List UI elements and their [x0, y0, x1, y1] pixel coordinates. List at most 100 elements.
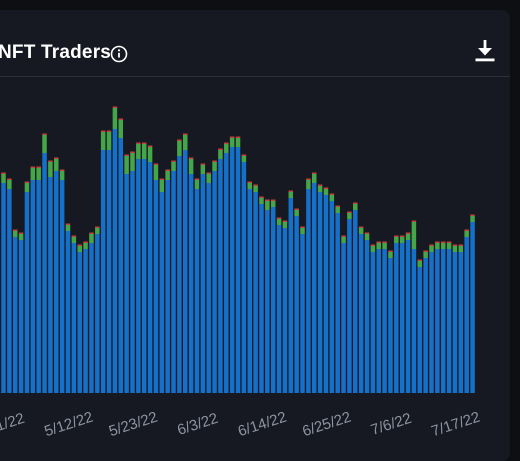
- bar-segment[interactable]: [18, 240, 24, 393]
- bar-segment[interactable]: [364, 234, 370, 240]
- bar-segment[interactable]: [399, 243, 405, 393]
- bar-segment[interactable]: [65, 231, 71, 393]
- bar-segment[interactable]: [229, 138, 235, 147]
- bar-segment[interactable]: [347, 219, 352, 393]
- bar-segment[interactable]: [376, 249, 381, 393]
- bar-segment[interactable]: [136, 142, 141, 145]
- bar-segment[interactable]: [1, 183, 6, 393]
- bar-segment[interactable]: [54, 157, 59, 160]
- bar-segment[interactable]: [259, 198, 264, 204]
- bar-segment[interactable]: [347, 213, 352, 219]
- bar-segment[interactable]: [253, 184, 258, 187]
- bar-segment[interactable]: [95, 228, 100, 234]
- bar-segment[interactable]: [159, 180, 165, 192]
- bar-segment[interactable]: [376, 243, 381, 249]
- bar-segment[interactable]: [370, 246, 376, 252]
- bar-segment[interactable]: [130, 153, 135, 171]
- bar-segment[interactable]: [364, 232, 370, 235]
- bar-segment[interactable]: [411, 249, 417, 393]
- bar-segment[interactable]: [118, 138, 124, 393]
- bar-segment[interactable]: [206, 174, 211, 183]
- bar-segment[interactable]: [429, 244, 434, 247]
- bar-segment[interactable]: [130, 151, 135, 154]
- bar-segment[interactable]: [183, 133, 188, 136]
- bar-segment[interactable]: [100, 130, 106, 133]
- bar-segment[interactable]: [77, 246, 82, 252]
- bar-segment[interactable]: [136, 144, 141, 159]
- bar-segment[interactable]: [317, 186, 323, 192]
- bar-segment[interactable]: [24, 181, 30, 184]
- bar-segment[interactable]: [83, 241, 88, 244]
- bar-segment[interactable]: [241, 162, 247, 393]
- bar-segment[interactable]: [65, 225, 71, 231]
- bar-segment[interactable]: [7, 180, 12, 189]
- bar-segment[interactable]: [288, 192, 294, 198]
- bar-segment[interactable]: [253, 192, 258, 393]
- bar-segment[interactable]: [165, 171, 170, 180]
- bar-segment[interactable]: [329, 195, 335, 201]
- bar-segment[interactable]: [300, 228, 305, 234]
- bar-segment[interactable]: [464, 231, 469, 237]
- bar-segment[interactable]: [458, 244, 464, 247]
- bar-segment[interactable]: [435, 249, 440, 393]
- bar-segment[interactable]: [294, 216, 299, 393]
- bar-segment[interactable]: [253, 186, 258, 192]
- bar-segment[interactable]: [112, 129, 118, 393]
- bar-segment[interactable]: [18, 234, 24, 240]
- bar-segment[interactable]: [247, 181, 253, 184]
- bar-segment[interactable]: [452, 252, 458, 393]
- bar-segment[interactable]: [200, 165, 206, 174]
- bar-segment[interactable]: [323, 189, 329, 195]
- bar-segment[interactable]: [235, 136, 241, 139]
- bar-segment[interactable]: [183, 150, 188, 393]
- bar-segment[interactable]: [24, 183, 30, 192]
- bar-segment[interactable]: [247, 183, 253, 189]
- bar-segment[interactable]: [42, 135, 47, 153]
- bar-segment[interactable]: [423, 258, 428, 393]
- bar-segment[interactable]: [382, 243, 387, 249]
- bar-segment[interactable]: [270, 207, 276, 393]
- bar-segment[interactable]: [235, 138, 241, 147]
- bar-segment[interactable]: [141, 144, 147, 159]
- bar-segment[interactable]: [440, 249, 446, 393]
- bar-segment[interactable]: [329, 201, 335, 393]
- bar-segment[interactable]: [200, 174, 206, 393]
- bar-segment[interactable]: [464, 237, 469, 393]
- bar-segment[interactable]: [341, 235, 346, 238]
- bar-segment[interactable]: [423, 252, 428, 258]
- bar-segment[interactable]: [141, 142, 147, 145]
- bar-segment[interactable]: [42, 153, 47, 393]
- bar-segment[interactable]: [71, 237, 77, 243]
- bar-segment[interactable]: [36, 168, 41, 180]
- bar-segment[interactable]: [206, 183, 211, 393]
- bar-segment[interactable]: [276, 217, 282, 220]
- bar-segment[interactable]: [394, 237, 399, 243]
- bar-segment[interactable]: [470, 214, 475, 217]
- bar-segment[interactable]: [288, 198, 294, 393]
- bar-segment[interactable]: [265, 210, 270, 393]
- bar-segment[interactable]: [347, 211, 352, 214]
- bar-segment[interactable]: [399, 235, 405, 238]
- bar-segment[interactable]: [112, 106, 118, 109]
- bar-segment[interactable]: [335, 205, 340, 208]
- bar-segment[interactable]: [358, 228, 364, 234]
- bar-segment[interactable]: [18, 232, 24, 235]
- bar-segment[interactable]: [147, 147, 153, 162]
- bar-segment[interactable]: [42, 133, 47, 136]
- bar-segment[interactable]: [124, 156, 129, 174]
- bar-segment[interactable]: [470, 222, 475, 393]
- bar-segment[interactable]: [124, 174, 129, 393]
- bar-segment[interactable]: [188, 174, 194, 393]
- bar-segment[interactable]: [429, 252, 434, 393]
- bar-segment[interactable]: [130, 171, 135, 393]
- bar-segment[interactable]: [1, 174, 6, 183]
- bar-segment[interactable]: [394, 243, 399, 393]
- bar-segment[interactable]: [241, 156, 247, 162]
- bar-segment[interactable]: [370, 252, 376, 393]
- bar-segment[interactable]: [194, 178, 200, 181]
- bar-segment[interactable]: [317, 192, 323, 393]
- bar-segment[interactable]: [141, 159, 147, 393]
- bar-segment[interactable]: [77, 252, 82, 393]
- bar-segment[interactable]: [458, 246, 464, 252]
- bar-segment[interactable]: [405, 232, 411, 235]
